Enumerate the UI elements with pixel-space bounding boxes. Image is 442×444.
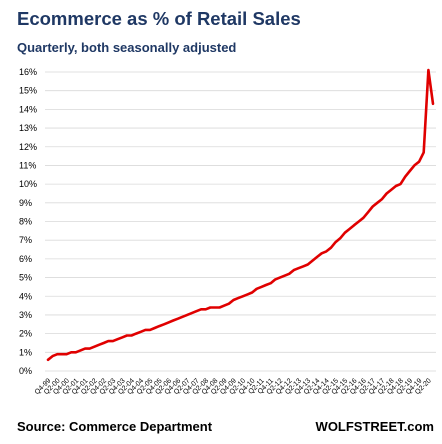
y-tick-label: 16% — [19, 67, 37, 77]
y-tick-label: 5% — [19, 273, 32, 283]
y-tick-label: 4% — [19, 291, 32, 301]
y-tick-label: 3% — [19, 310, 32, 320]
y-tick-label: 2% — [19, 329, 32, 339]
y-tick-label: 0% — [19, 366, 32, 376]
y-tick-label: 13% — [19, 123, 37, 133]
brand-label: WOLFSTREET.com — [315, 419, 434, 434]
y-tick-label: 7% — [19, 235, 32, 245]
x-axis: Q4-99Q2-00Q4-00Q2-01Q4-01Q2-02Q4-02Q2-03… — [34, 377, 433, 396]
y-tick-label: 12% — [19, 142, 37, 152]
y-tick-label: 11% — [19, 160, 36, 170]
grid — [45, 71, 436, 372]
source-note: Source: Commerce Department — [17, 419, 213, 434]
y-axis: 0% 1% 2% 3% 4% 5% 6% 7% 8% 9% 10% 11% 12% 13% 14% 15% 16… — [19, 67, 37, 376]
y-tick-label: 9% — [19, 198, 32, 208]
y-tick-label: 8% — [19, 217, 32, 227]
series-line — [46, 68, 435, 362]
chart-subtitle: Quarterly, both seasonally adjusted — [17, 40, 237, 55]
y-tick-label: 10% — [19, 179, 37, 189]
chart-title: Ecommerce as % of Retail Sales — [17, 8, 301, 29]
y-tick-label: 15% — [19, 86, 37, 96]
y-tick-label: 6% — [19, 254, 32, 264]
y-tick-label: 1% — [19, 347, 32, 357]
y-tick-label: 14% — [19, 104, 37, 114]
